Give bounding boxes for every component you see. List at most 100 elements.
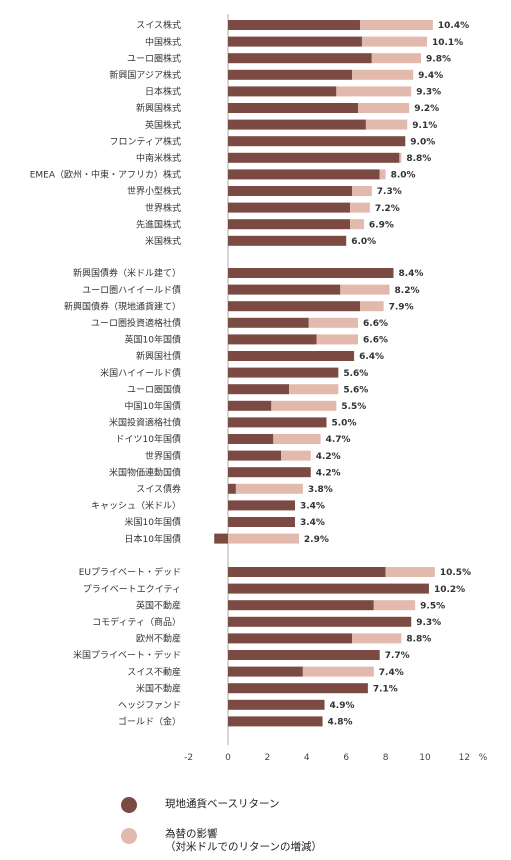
bar-fx-effect <box>350 202 370 213</box>
bar-local-return <box>228 434 274 444</box>
bar-local-return <box>228 103 359 113</box>
category-label: 中国10年国債 <box>125 400 181 412</box>
value-label: 4.2% <box>316 452 341 462</box>
value-label: 6.6% <box>363 336 388 346</box>
category-label: 英国10年国債 <box>125 334 181 346</box>
category-label: 米国ハイイールド債 <box>100 367 181 379</box>
bar-local-return <box>228 699 325 710</box>
bar-local-return <box>228 301 360 312</box>
category-label: 新興国アジア株式 <box>109 69 181 81</box>
bar-local-return <box>228 716 323 727</box>
category-label: ヘッジファンド <box>118 701 181 711</box>
category-label: 新興国債券（米ドル建て） <box>73 267 181 279</box>
category-label: 新興国社債 <box>136 350 181 362</box>
category-label: 中国株式 <box>145 36 181 48</box>
value-label: 9.2% <box>414 104 439 114</box>
value-label: 4.2% <box>316 468 341 478</box>
category-label: スイス債券 <box>136 483 181 495</box>
value-label: 3.4% <box>300 518 325 528</box>
bar-local-return <box>228 317 309 328</box>
category-label: ユーロ圏株式 <box>127 52 181 64</box>
bar-local-return <box>228 483 236 494</box>
category-label: 欧州不動産 <box>136 633 181 645</box>
bar-local-return <box>228 152 400 163</box>
bar-local-return <box>228 367 339 378</box>
bar-fx-effect <box>308 317 359 328</box>
bar-local-return <box>228 284 341 295</box>
legend-swatch-fx <box>121 828 137 844</box>
bar-local-return <box>228 186 353 196</box>
value-label: 6.6% <box>363 319 388 329</box>
bar-fx-effect <box>228 533 299 544</box>
bar-local-return <box>214 533 228 544</box>
bar-fx-effect <box>336 86 412 97</box>
x-tick-label: 6 <box>343 753 349 763</box>
value-label: 9.3% <box>416 88 441 98</box>
bar-local-return <box>228 400 272 411</box>
category-label: 英国株式 <box>145 119 181 131</box>
value-label: 9.0% <box>410 137 435 147</box>
value-label: 8.4% <box>398 269 423 279</box>
bar-fx-effect <box>302 666 374 677</box>
x-unit-label: % <box>479 753 488 763</box>
bar-local-return <box>228 86 337 97</box>
value-label: 9.3% <box>416 618 441 628</box>
value-label: 8.8% <box>406 635 431 645</box>
bar-local-return <box>228 450 282 461</box>
bar-local-return <box>228 235 347 246</box>
value-label: 8.0% <box>391 171 416 181</box>
bar-local-return <box>228 136 406 147</box>
bar-local-return <box>228 517 295 527</box>
category-label: スイス不動産 <box>127 666 181 678</box>
bar-local-return <box>228 69 353 80</box>
bar-fx-effect <box>358 103 410 113</box>
value-label: 9.1% <box>412 121 437 131</box>
bar-local-return <box>228 351 355 361</box>
category-label: 英国不動産 <box>136 599 181 611</box>
category-label: ユーロ圏投資適格社債 <box>91 317 181 329</box>
category-label: 先進国株式 <box>136 218 181 230</box>
bar-fx-effect <box>373 600 416 611</box>
bar-local-return <box>228 53 372 64</box>
value-label: 5.5% <box>341 402 366 412</box>
category-label: 米国10年国債 <box>125 516 181 528</box>
value-label: 5.0% <box>332 419 357 429</box>
category-label: 世界株式 <box>145 202 181 214</box>
category-label: フロンティア株式 <box>110 135 181 147</box>
x-tick-label: 10 <box>419 753 431 763</box>
category-label: ドイツ10年国債 <box>116 433 181 445</box>
category-label: 米国株式 <box>145 235 181 247</box>
bar-fx-effect <box>352 633 402 644</box>
value-label: 7.1% <box>373 684 398 694</box>
bar-local-return <box>228 219 351 230</box>
bar-fx-effect <box>316 334 359 345</box>
value-label: 7.2% <box>375 204 400 214</box>
value-label: 10.5% <box>440 568 471 578</box>
value-label: 8.8% <box>406 154 431 164</box>
bar-local-return <box>228 119 366 130</box>
value-label: 8.2% <box>395 286 420 296</box>
bar-fx-effect <box>361 36 427 47</box>
bar-fx-effect <box>371 53 422 64</box>
value-label: 4.7% <box>326 435 351 445</box>
bar-local-return <box>228 616 412 627</box>
category-label: 新興国債券（現地通貨建て） <box>64 300 181 312</box>
bar-fx-effect <box>352 69 414 80</box>
value-label: 9.5% <box>420 601 445 611</box>
value-label: 10.2% <box>434 585 465 595</box>
value-label: 4.8% <box>328 718 353 728</box>
bar-local-return <box>228 666 303 677</box>
bar-fx-effect <box>399 152 402 163</box>
bar-local-return <box>228 600 374 611</box>
x-tick-label: 12 <box>459 753 470 763</box>
category-label: 新興国株式 <box>136 102 181 114</box>
bar-fx-effect <box>359 20 433 30</box>
x-tick-label: 8 <box>383 753 389 763</box>
bar-local-return <box>228 36 362 47</box>
category-label: 世界小型株式 <box>127 185 181 197</box>
value-label: 5.6% <box>343 385 368 395</box>
legend-label-local: 現地通貨ベースリターン <box>165 798 280 810</box>
category-label: 中南米株式 <box>136 152 181 164</box>
value-label: 6.4% <box>359 352 384 362</box>
